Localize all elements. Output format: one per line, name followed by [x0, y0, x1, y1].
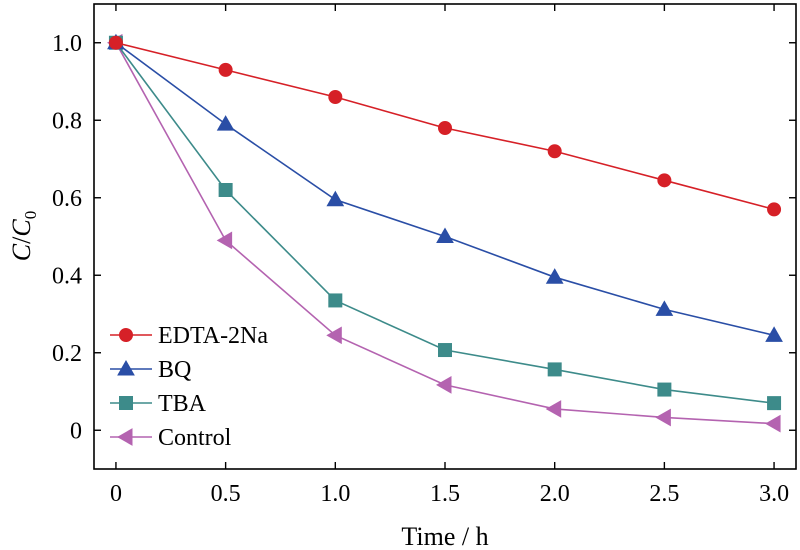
legend-entry: BQ — [110, 357, 191, 383]
data-point — [218, 183, 233, 197]
legend-marker — [119, 396, 133, 410]
y-axis-label-subscript: 0 — [21, 211, 40, 220]
data-point — [438, 121, 452, 135]
x-tick-label: 0 — [110, 481, 122, 507]
data-point — [655, 300, 674, 316]
data-point — [655, 408, 671, 427]
y-tick-label: 0 — [70, 418, 82, 444]
data-point — [767, 396, 782, 411]
series-tba — [108, 35, 782, 411]
y-axis-label-denominator: C — [7, 219, 36, 237]
data-point — [435, 376, 452, 394]
data-point — [216, 115, 235, 131]
x-tick-label: 2.0 — [540, 481, 570, 507]
data-point — [765, 414, 781, 433]
legend-entry: TBA — [110, 391, 207, 417]
data-point — [765, 326, 783, 342]
x-axis-label: Time / h — [401, 522, 488, 550]
data-point — [545, 400, 562, 418]
legend-label: TBA — [158, 391, 207, 417]
x-tick-label: 1.0 — [320, 481, 350, 507]
y-axis-label-numerator: C — [7, 243, 36, 261]
data-point — [547, 362, 562, 377]
data-point — [328, 293, 343, 308]
data-point — [547, 144, 562, 159]
legend-label: EDTA-2Na — [158, 323, 268, 349]
x-tick-label: 3.0 — [759, 481, 789, 507]
data-point — [108, 35, 123, 50]
legend-entry: EDTA-2Na — [110, 323, 268, 349]
y-tick-label: 0.4 — [52, 263, 82, 289]
data-point — [326, 190, 345, 207]
series-edta-2na — [108, 35, 782, 217]
data-point — [767, 202, 782, 217]
y-axis-label: C/C0 — [7, 211, 40, 261]
y-axis-ticks: 0 0.2 0.4 0.6 0.8 1.0 — [52, 31, 796, 444]
series-bq — [107, 33, 783, 342]
data-point — [216, 231, 233, 250]
y-tick-label: 0.8 — [52, 108, 82, 134]
data-point — [545, 268, 564, 284]
x-tick-label: 1.5 — [430, 481, 460, 507]
series-line — [115, 42, 775, 337]
y-tick-label: 1.0 — [52, 31, 82, 57]
y-tick-label: 0.6 — [52, 186, 82, 212]
series-layer — [106, 33, 783, 433]
x-axis-ticks: 0 0.5 1.0 1.5 2.0 2.5 3.0 — [110, 4, 789, 507]
x-tick-label: 2.5 — [649, 481, 679, 507]
legend-marker — [117, 359, 135, 376]
data-point — [326, 326, 342, 345]
data-point — [657, 173, 672, 188]
legend-label: Control — [158, 425, 232, 451]
data-point — [438, 343, 452, 358]
legend-entry: Control — [110, 425, 232, 451]
data-point — [436, 227, 454, 243]
legend-marker — [116, 428, 133, 446]
data-point — [328, 90, 343, 104]
data-point — [657, 382, 672, 397]
legend-marker — [119, 328, 133, 342]
y-tick-label: 0.2 — [52, 341, 82, 367]
x-tick-label: 0.5 — [211, 481, 241, 507]
legend-label: BQ — [158, 357, 191, 383]
data-point — [218, 62, 233, 77]
legend: EDTA-2Na BQ TBA Control — [110, 323, 268, 451]
y-axis-label-slash: / — [7, 236, 36, 244]
